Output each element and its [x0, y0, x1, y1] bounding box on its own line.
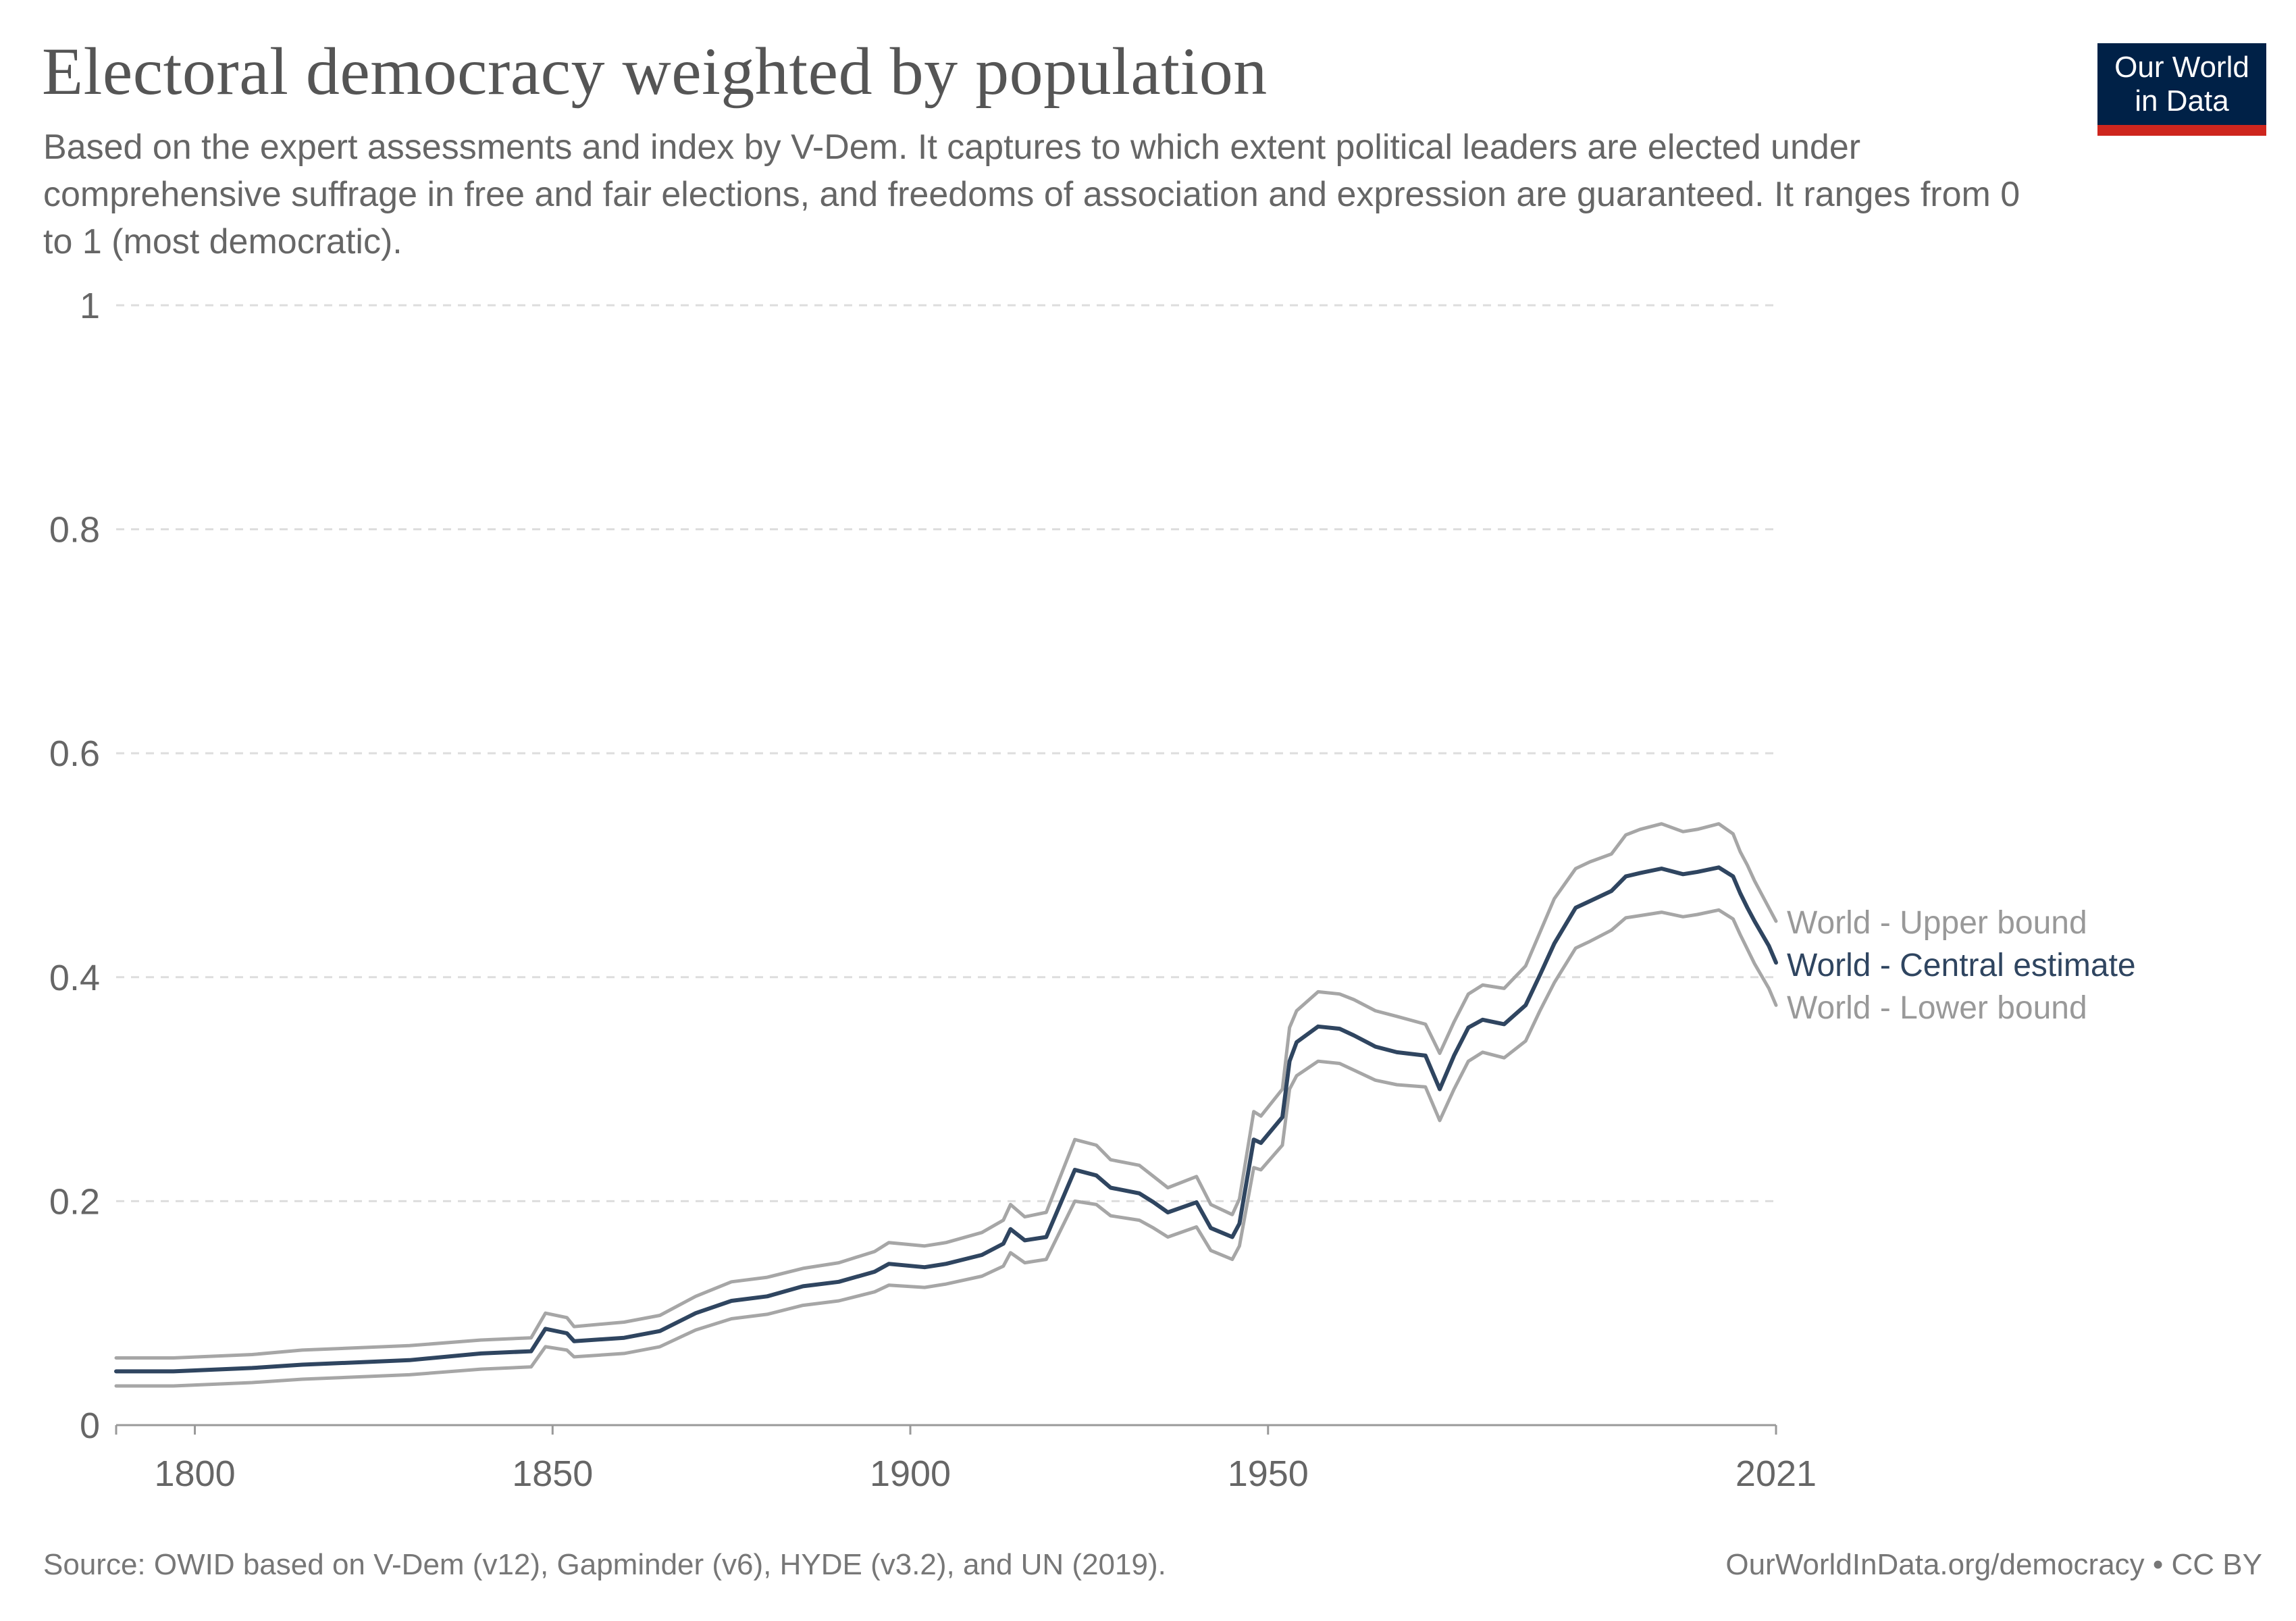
series-labels: World - Upper bound World - Central estim… [1787, 905, 2136, 1026]
owid-logo[interactable]: Our World in Data [2097, 43, 2266, 136]
y-tick-label: 1 [80, 286, 100, 326]
series-line-1[interactable] [114, 865, 1778, 1374]
source-note: Source: OWID based on V-Dem (v12), Gapmi… [43, 1548, 1166, 1581]
series-lines [114, 822, 1778, 1388]
logo-line-1: Our World [2114, 50, 2249, 84]
series-line-0[interactable] [114, 822, 1778, 1360]
series-line-2[interactable] [114, 908, 1778, 1388]
x-tick-label: 1850 [512, 1453, 593, 1494]
logo-line-2: in Data [2135, 84, 2229, 118]
y-tick-label: 0.4 [49, 958, 100, 998]
y-tick-label: 0.8 [49, 510, 100, 550]
x-tick-label: 2021 [1736, 1453, 1817, 1494]
y-tick-label: 0 [80, 1406, 100, 1446]
series-label-0: World - Upper bound [1787, 905, 2087, 941]
chart-subtitle: Based on the expert assessments and inde… [43, 128, 2020, 261]
y-tick-label: 0.2 [49, 1181, 100, 1222]
x-tick-label: 1900 [870, 1453, 951, 1494]
grid-lines: 0 0.2 0.4 0.6 0.8 1 [49, 286, 1776, 1446]
y-tick-label: 0.6 [49, 734, 100, 774]
license-link[interactable]: OurWorldInData.org/democracy • CC BY [1725, 1548, 2262, 1581]
x-tick-label: 1950 [1228, 1453, 1309, 1494]
series-label-1: World - Central estimate [1787, 948, 2136, 983]
x-axis: 1800 1850 1900 1950 2021 [115, 1424, 1817, 1494]
x-tick-label: 1800 [154, 1453, 235, 1494]
series-label-2: World - Lower bound [1787, 990, 2087, 1026]
chart-title: Electoral democracy weighted by populati… [42, 34, 1268, 109]
